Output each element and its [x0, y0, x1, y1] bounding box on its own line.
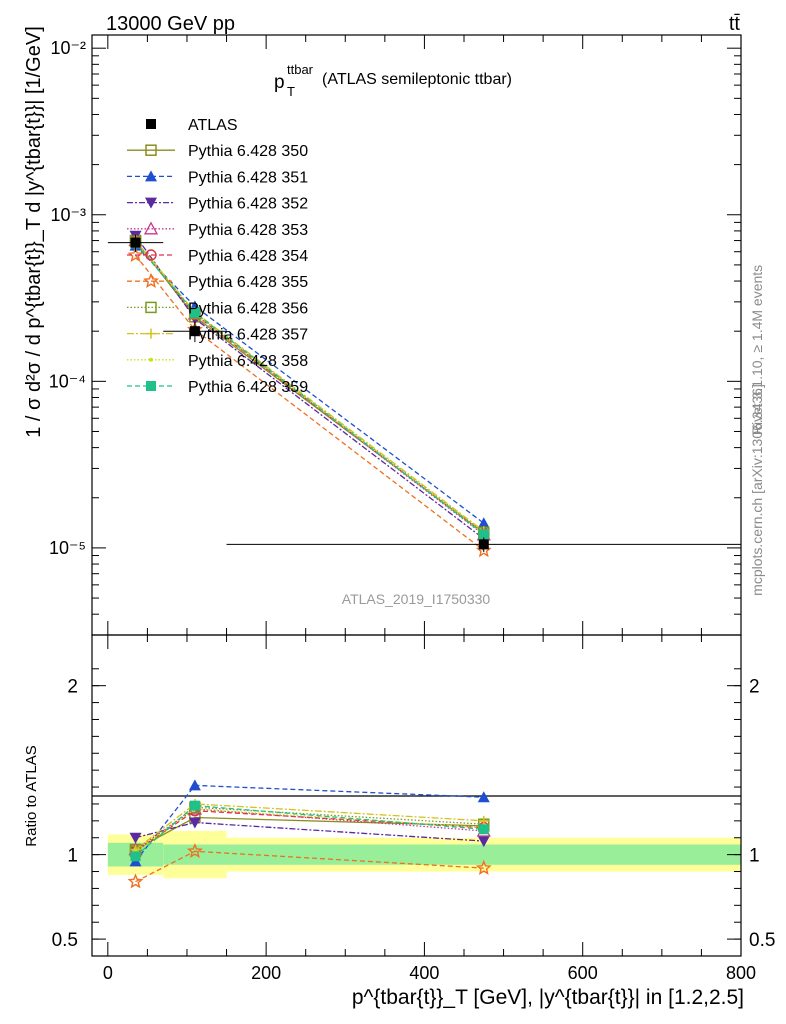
ratio-series-5-point-0 [127, 873, 144, 889]
ratio-series-1-point-2 [477, 791, 490, 803]
ratio-x-ticks: 0 200 400 600 800 [103, 635, 756, 983]
ratio-ytick-label-0: 0.5 [52, 930, 78, 951]
legend-label-7: Pythia 6.428 357 [188, 327, 308, 344]
ratio-bands [107, 830, 742, 879]
legend-label-1: Pythia 6.428 351 [188, 169, 308, 186]
title-sub: T [287, 84, 295, 99]
data-point-0 [130, 237, 141, 248]
ratio-series-9-point-0 [130, 851, 141, 862]
legend-label-data: ATLAS [188, 117, 238, 134]
ratio-band-inner-2 [226, 844, 742, 865]
ratio-xtick-label-4: 800 [726, 963, 756, 983]
main-ytick-label-2: 10⁻³ [50, 205, 86, 225]
main-series-9-point-1 [189, 307, 200, 318]
legend-label-5: Pythia 6.428 355 [188, 274, 308, 291]
title-rest: (ATLAS semileptonic ttbar) [322, 71, 512, 88]
ratio-xtick-label-1: 200 [251, 963, 281, 983]
legend-label-8: Pythia 6.428 358 [188, 353, 308, 370]
legend-marker-2 [145, 197, 157, 209]
ratio-series-9-point-2 [478, 824, 489, 835]
legend-label-9: Pythia 6.428 359 [188, 379, 308, 396]
ratio-series-7-point-2 [478, 815, 489, 826]
legend-label-4: Pythia 6.428 354 [188, 248, 308, 265]
legend-label-6: Pythia 6.428 356 [188, 300, 308, 317]
data-point-1 [189, 326, 200, 337]
ratio-ytick-label-right-2: 2 [749, 677, 760, 698]
ratio-y-ticks: 0.5 0.5 1 1 2 2 [52, 668, 775, 951]
legend-marker-7 [146, 328, 156, 339]
main-series-1-point-2 [477, 517, 490, 529]
main-series-line-5 [134, 254, 485, 551]
ratio-ytick-label-right-0: 0.5 [749, 930, 775, 951]
ratio-series-group [127, 779, 492, 889]
x-axis-label: p^{tbar{t}}_T [GeV], |y^{tbar{t}}| in [1… [352, 986, 744, 1009]
main-ytick-label-0: 10⁻⁵ [49, 538, 86, 558]
main-ytick-label-1: 10⁻⁴ [49, 371, 86, 391]
main-x-ticks [107, 35, 742, 635]
ratio-frame [91, 634, 742, 957]
legend-marker-0 [145, 144, 157, 156]
main-panel: ATLAS_2019_I1750330 10⁻⁵ 10⁻⁴ 10⁻³ 10⁻² [49, 34, 742, 636]
ratio-series-9-point-1 [189, 800, 200, 811]
legend-marker-data [146, 119, 156, 129]
legend-label-3: Pythia 6.428 353 [188, 222, 308, 239]
ratio-series-2-point-1 [188, 817, 201, 829]
ratio-ytick-label-2: 2 [67, 677, 78, 698]
legend-marker-9 [146, 381, 156, 391]
legend-marker-4 [145, 249, 157, 261]
ratio-xtick-label-0: 0 [103, 963, 113, 983]
ratio-series-line-4 [135, 810, 484, 852]
ratio-ytick-label-right-1: 1 [749, 846, 760, 867]
title-sup: ttbar [287, 62, 314, 77]
legend-marker-1 [145, 170, 157, 182]
data-point-2 [478, 539, 489, 550]
ratio-series-2-point-0 [129, 832, 142, 844]
ratio-series-line-9 [135, 804, 484, 857]
legend-marker-6 [145, 301, 157, 314]
ratio-series-2-point-2 [477, 836, 490, 848]
watermark: ATLAS_2019_I1750330 [342, 591, 491, 607]
main-series-line-4 [134, 240, 485, 535]
legend-label-0: Pythia 6.428 350 [188, 143, 308, 160]
legend-marker-8 [149, 357, 153, 362]
header-right: tt̄ [729, 13, 741, 35]
legend-marker-3 [143, 221, 159, 235]
plot-title: p ttbar T (ATLAS semileptonic ttbar) [274, 62, 512, 99]
ratio-xtick-label-2: 400 [409, 963, 439, 983]
main-ytick-label-3: 10⁻² [50, 38, 86, 58]
ratio-panel: 0.5 0.5 1 1 2 2 0 200 400 600 800 [52, 634, 775, 983]
ratio-y-axis-label: Ratio to ATLAS [23, 745, 40, 846]
y-axis-label: 1 / σ d²σ / d p^{tbar{t}}_T d |y^{tbar{t… [23, 26, 45, 438]
main-y-ticks: 10⁻⁵ 10⁻⁴ 10⁻³ 10⁻² [49, 38, 741, 636]
ratio-series-5-point-2 [475, 859, 492, 875]
rivet-label: Rivet 3.1.10, ≥ 1.4M events [749, 265, 765, 435]
ratio-series-1-point-1 [188, 779, 201, 791]
main-series-9-point-2 [478, 529, 489, 540]
ratio-series-5-point-1 [186, 842, 203, 858]
ratio-series-line-5 [135, 850, 484, 883]
main-data-group [107, 234, 741, 552]
main-series-group [127, 230, 492, 558]
header-left: 13000 GeV pp [106, 13, 235, 35]
title-p: p [274, 72, 285, 93]
main-series-5-point-0 [127, 246, 144, 262]
legend-marker-5 [143, 272, 159, 288]
legend: ATLAS Pythia 6.428 350 Pythia 6.428 351 Pyt… [127, 117, 308, 396]
legend-label-2: Pythia 6.428 352 [188, 196, 308, 213]
mcplots-label: mcplots.cern.ch [arXiv:1306.3436] [749, 384, 765, 596]
ratio-ytick-label-1: 1 [67, 846, 78, 867]
ratio-xtick-label-3: 600 [568, 963, 598, 983]
